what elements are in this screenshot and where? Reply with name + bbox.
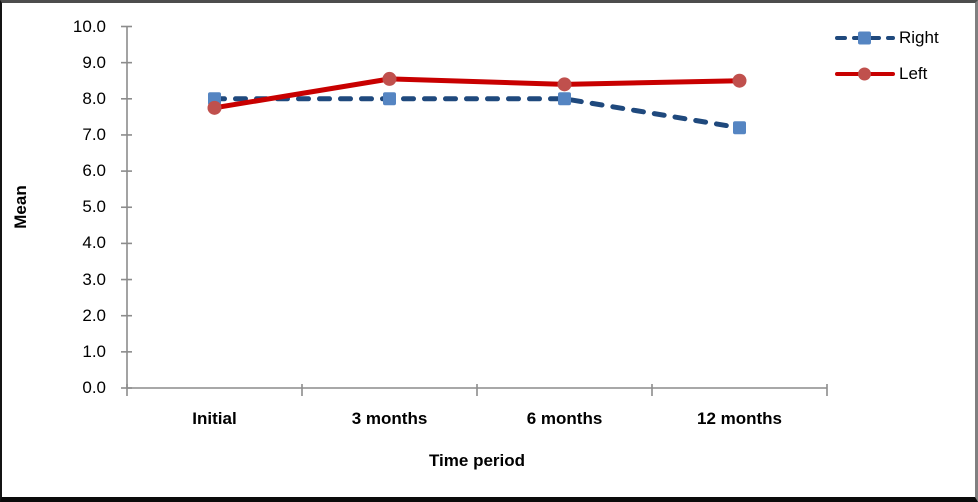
series-line-left [212,76,742,111]
data-point-left [557,77,572,92]
y-axis-tick-label: 2.0 [82,305,106,325]
legend-right-line-icon [835,29,895,47]
data-point-right [558,92,571,106]
legend-right-label: Right [899,28,939,47]
x-axis-category-label: 3 months [351,409,428,428]
x-axis-title: Time period [428,451,526,470]
data-point-right [383,92,396,106]
data-point-left [382,71,397,86]
y-axis-tick-label: 6.0 [82,161,106,181]
y-axis-tick-label: 5.0 [82,197,106,217]
y-axis-tick-label: 4.0 [82,233,106,253]
legend-entry-right[interactable]: Right [835,25,939,51]
legend: Right Left [835,25,939,97]
legend-left-label: Left [899,64,928,83]
y-axis-tick-label: 10.0 [72,16,106,36]
data-point-left [207,100,222,115]
y-axis-tick-label: 0.0 [82,378,106,397]
series-line-right [212,96,742,131]
y-axis-title: Mean [11,185,30,229]
x-axis-category-label: Initial [192,409,237,428]
x-axis-category-label: 6 months [526,409,603,428]
legend-entry-left[interactable]: Left [835,61,939,87]
y-axis-tick-label: 7.0 [82,124,106,144]
x-axis-category-label: 12 months [696,409,783,428]
legend-left-line-icon [835,65,895,83]
chart-canvas [121,25,828,396]
y-axis-tick-label: 9.0 [82,52,106,72]
y-axis-tick-label: 1.0 [82,341,106,361]
y-axis-tick-label: 3.0 [82,269,106,289]
y-axis-tick-label: 8.0 [82,88,106,108]
data-point-right [733,121,746,135]
data-point-left [732,73,747,88]
